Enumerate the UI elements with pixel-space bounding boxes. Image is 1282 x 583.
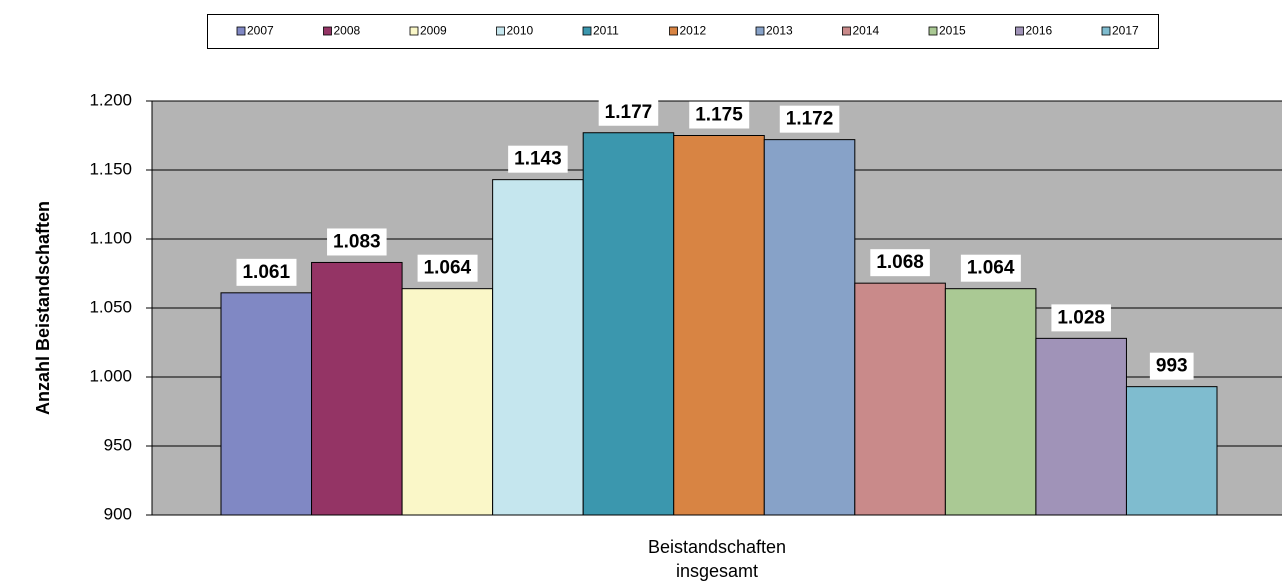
legend-swatch [582, 26, 592, 36]
data-label-bg [960, 254, 1021, 282]
legend-swatch [236, 26, 246, 36]
data-label-bg [598, 98, 659, 126]
bar [492, 179, 584, 516]
data-label: 1.172 [786, 109, 834, 130]
data-label: 1.064 [424, 258, 472, 279]
legend-label: 2014 [853, 24, 880, 38]
legend-swatch [1015, 26, 1024, 36]
bar [582, 132, 675, 516]
data-label-bg [417, 254, 478, 282]
data-label: 1.028 [1057, 307, 1105, 328]
data-label-bg [1149, 352, 1194, 380]
legend-label: 2015 [939, 24, 966, 38]
legend-swatch [1101, 26, 1111, 36]
legend-swatch [409, 26, 419, 36]
y-tick-label: 950 [104, 435, 132, 454]
y-tick-label: 1.050 [89, 297, 132, 316]
legend-swatch [669, 26, 678, 36]
bar [311, 261, 403, 516]
data-label-bg [779, 105, 840, 133]
bar [220, 292, 313, 516]
data-label: 1.068 [876, 252, 924, 273]
data-label: 993 [1156, 356, 1188, 377]
x-category-label: Beistandschaften insgesamt [647, 537, 787, 581]
legend-box [207, 14, 1159, 49]
data-label-bg [1051, 304, 1111, 332]
data-label-bg [508, 145, 568, 173]
data-label: 1.083 [333, 231, 381, 252]
legend-swatch [755, 26, 765, 36]
legend-label: 2013 [766, 24, 793, 38]
data-label-bg [870, 249, 930, 277]
data-label-bg [236, 258, 297, 286]
bar [854, 282, 946, 516]
legend-swatch [842, 26, 851, 36]
bar [763, 139, 856, 516]
data-label: 1.064 [967, 258, 1015, 279]
y-tick-label: 1.150 [89, 159, 132, 178]
data-label-bg [689, 101, 750, 129]
legend-swatch [323, 26, 332, 36]
data-label: 1.061 [242, 262, 290, 283]
y-tick-label: 1.200 [89, 90, 132, 109]
y-axis-title: Anzahl Beistandschaften [33, 201, 53, 415]
legend-label: 2009 [420, 24, 447, 38]
legend-label: 2010 [507, 24, 534, 38]
legend-label: 2012 [680, 24, 707, 38]
y-tick-label: 1.100 [89, 228, 132, 247]
legend-label: 2016 [1026, 24, 1053, 38]
legend-label: 2007 [247, 24, 274, 38]
legend-swatch [928, 26, 938, 36]
data-label: 1.177 [605, 102, 653, 123]
y-tick-label: 900 [104, 504, 132, 523]
y-tick-label: 1.000 [89, 366, 132, 385]
bar [1035, 337, 1127, 516]
data-label-bg [327, 228, 387, 256]
bar [944, 288, 1037, 516]
bar [401, 288, 494, 516]
bar [1125, 386, 1218, 516]
bar [673, 135, 765, 516]
data-label: 1.143 [514, 149, 562, 170]
legend-label: 2017 [1112, 24, 1139, 38]
data-label: 1.175 [695, 105, 743, 126]
legend-label: 2008 [334, 24, 361, 38]
legend-label: 2011 [593, 24, 619, 38]
legend-swatch [496, 26, 505, 36]
